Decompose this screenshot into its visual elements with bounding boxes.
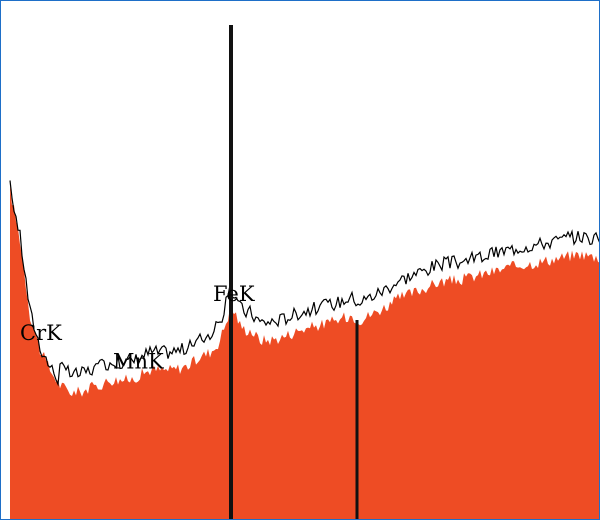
peak-label-fek: FeK: [213, 282, 255, 306]
peak-label-mnk: MnK: [113, 350, 164, 374]
spectrum-trace-line: [9, 180, 600, 387]
peak-label-layer: CrK MnK FeK: [20, 282, 255, 373]
spectrum-fill-area: [10, 185, 600, 520]
marker-layer: [229, 25, 359, 520]
peak-label-crk: CrK: [20, 321, 62, 345]
